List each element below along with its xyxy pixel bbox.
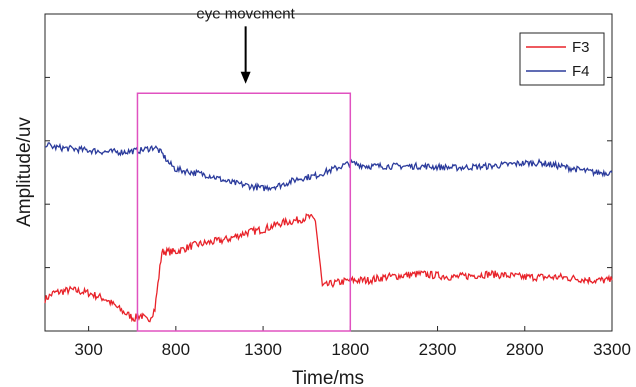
x-tick-label: 300 — [74, 340, 102, 359]
series-line-f4 — [45, 142, 613, 192]
legend-label-f3: F3 — [572, 39, 590, 56]
y-axis-label: Amplitude/uv — [14, 117, 35, 227]
series-line-f3 — [44, 213, 613, 323]
x-tick-label: 800 — [162, 340, 190, 359]
legend-box — [519, 32, 605, 86]
y-axis-ticks — [45, 76, 612, 269]
x-tick-label: 1800 — [331, 340, 369, 359]
x-axis-label: Time/ms — [292, 368, 364, 387]
x-tick-label: 2300 — [419, 340, 457, 359]
eye-movement-label: eye movement — [196, 5, 295, 22]
x-axis-ticks: 300 800 1300 1800 2300 2800 3300 — [74, 326, 631, 359]
x-tick-label: 1300 — [244, 340, 282, 359]
arrow-down-icon — [240, 71, 251, 84]
series-layer — [44, 142, 613, 323]
eye-movement-highlight-box — [136, 92, 352, 332]
legend-label-f4: F4 — [572, 63, 590, 80]
x-tick-label: 3300 — [593, 340, 631, 359]
x-tick-label: 2800 — [506, 340, 544, 359]
annotation-layer: eye movement — [136, 5, 352, 332]
